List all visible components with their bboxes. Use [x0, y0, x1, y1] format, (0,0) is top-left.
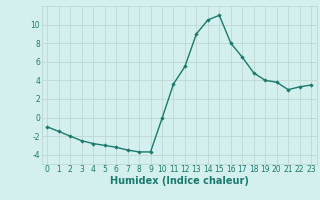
X-axis label: Humidex (Indice chaleur): Humidex (Indice chaleur)	[110, 176, 249, 186]
